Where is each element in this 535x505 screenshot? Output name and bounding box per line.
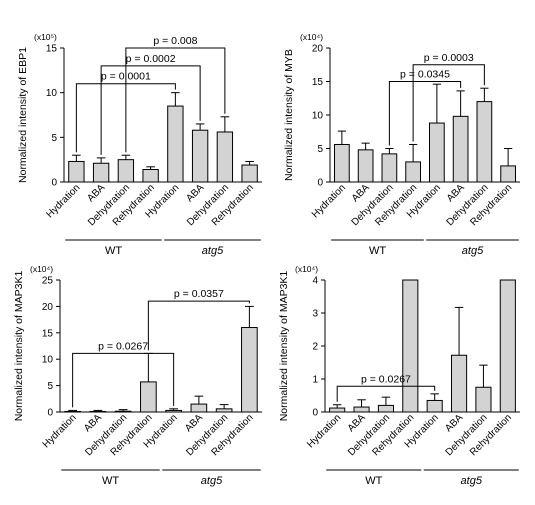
bar bbox=[140, 381, 157, 413]
p-value-label: p = 0.0345 bbox=[400, 69, 450, 81]
scale-label: (x10⁴) bbox=[30, 264, 53, 274]
x-tick-label: ABA bbox=[82, 412, 104, 434]
y-tick-label: 0 bbox=[47, 408, 53, 419]
y-axis-title: Normalized intensity of EBP1 bbox=[17, 47, 29, 183]
scale-label: (x10⁵) bbox=[34, 32, 57, 42]
bar bbox=[381, 153, 398, 183]
x-tick-label: Hydration bbox=[305, 412, 343, 450]
bar bbox=[89, 410, 107, 413]
scale-label: (x10⁴) bbox=[300, 32, 323, 42]
y-tick-label: 0 bbox=[51, 178, 57, 189]
chart-panel-3: 0 5 10 15 20 25 (x10⁴) Normalized intensity of … bbox=[13, 264, 262, 487]
bar bbox=[475, 386, 492, 413]
y-tick-label: 25 bbox=[42, 276, 54, 287]
bar bbox=[499, 279, 516, 413]
x-tick-label: Hydration bbox=[310, 182, 348, 220]
bar bbox=[452, 115, 469, 183]
chart-panel-1: 0 5 10 15 (x10⁵) Normalized intensity of EBP1… bbox=[17, 32, 262, 257]
y-tick-label: 1 bbox=[312, 375, 318, 386]
y-tick-label: 2 bbox=[312, 342, 318, 353]
group-label: atg5 bbox=[461, 475, 483, 487]
y-tick-label: 0 bbox=[312, 408, 318, 419]
bar bbox=[142, 168, 159, 183]
y-tick-label: 15 bbox=[42, 328, 54, 339]
bar bbox=[241, 164, 258, 183]
significance-bracket bbox=[125, 47, 226, 153]
y-tick-label: 15 bbox=[312, 77, 324, 88]
p-value-label: p = 0.008 bbox=[153, 35, 197, 47]
bar bbox=[190, 403, 208, 413]
bar bbox=[334, 143, 350, 183]
bar bbox=[114, 410, 132, 413]
bar bbox=[191, 129, 209, 183]
bar bbox=[451, 354, 468, 413]
bar bbox=[117, 159, 135, 183]
bar bbox=[476, 101, 493, 183]
bar bbox=[64, 410, 81, 413]
significance-bracket bbox=[336, 385, 436, 402]
scale-label: (x10⁴) bbox=[295, 264, 318, 274]
y-tick-label: 3 bbox=[312, 309, 318, 320]
bar bbox=[377, 404, 394, 413]
bar bbox=[426, 399, 443, 413]
y-axis-title: Normalized intensity of MYB bbox=[283, 49, 295, 181]
bar bbox=[241, 327, 258, 413]
y-tick-label: 10 bbox=[312, 111, 324, 122]
y-tick-label: 20 bbox=[312, 44, 324, 55]
bar bbox=[68, 160, 85, 183]
p-value-label: p = 0.0267 bbox=[98, 340, 148, 352]
p-value-label: p = 0.0003 bbox=[424, 52, 474, 64]
y-tick-label: 5 bbox=[51, 133, 57, 144]
group-label: atg5 bbox=[201, 475, 223, 487]
bar bbox=[357, 149, 374, 183]
bar bbox=[165, 409, 182, 413]
y-tick-label: 10 bbox=[46, 88, 58, 99]
bar bbox=[329, 407, 346, 413]
bar bbox=[402, 279, 419, 413]
bar bbox=[92, 162, 110, 183]
significance-bracket bbox=[100, 65, 201, 155]
y-tick-label: 0 bbox=[317, 178, 323, 189]
x-tick-label: ABA bbox=[184, 182, 206, 204]
x-tick-label: ABA bbox=[183, 412, 205, 434]
group-label: atg5 bbox=[202, 245, 224, 257]
bar bbox=[429, 122, 445, 183]
y-tick-label: 10 bbox=[42, 355, 54, 366]
bar bbox=[167, 105, 184, 183]
y-axis-title: Normalized intensity of MAP3K1 bbox=[278, 271, 290, 422]
significance-bracket bbox=[72, 352, 175, 408]
p-value-label: p = 0.0002 bbox=[126, 53, 176, 65]
group-label: WT bbox=[369, 245, 386, 257]
y-tick-label: 5 bbox=[317, 144, 323, 155]
x-tick-label: Hydration bbox=[44, 182, 82, 220]
chart-panel-2: 0 5 10 15 20 (x10⁴) Normalized intensity of MY… bbox=[283, 32, 520, 257]
y-tick-label: 5 bbox=[47, 381, 53, 392]
group-label: WT bbox=[105, 245, 122, 257]
y-tick-label: 4 bbox=[312, 276, 318, 287]
bar bbox=[215, 408, 233, 413]
y-tick-label: 20 bbox=[42, 302, 54, 313]
y-axis-title: Normalized intensity of MAP3K1 bbox=[13, 271, 25, 422]
p-value-label: p = 0.0267 bbox=[361, 373, 411, 385]
group-label: WT bbox=[102, 475, 119, 487]
significance-bracket bbox=[147, 300, 250, 351]
bar bbox=[353, 406, 370, 413]
group-label: atg5 bbox=[462, 245, 484, 257]
chart-panel-4: 0 1 2 3 4 (x10⁴) Normalized intensity of MAP3K… bbox=[278, 264, 520, 487]
significance-bracket bbox=[388, 81, 462, 146]
bar bbox=[405, 161, 421, 183]
bar bbox=[500, 165, 516, 183]
x-tick-label: ABA bbox=[85, 182, 107, 204]
group-label: WT bbox=[365, 475, 382, 487]
x-tick-label: Hydration bbox=[41, 412, 79, 450]
bar bbox=[216, 131, 234, 183]
y-tick-label: 15 bbox=[46, 44, 58, 55]
significance-bracket bbox=[412, 64, 485, 142]
p-value-label: p = 0.0357 bbox=[174, 288, 224, 300]
